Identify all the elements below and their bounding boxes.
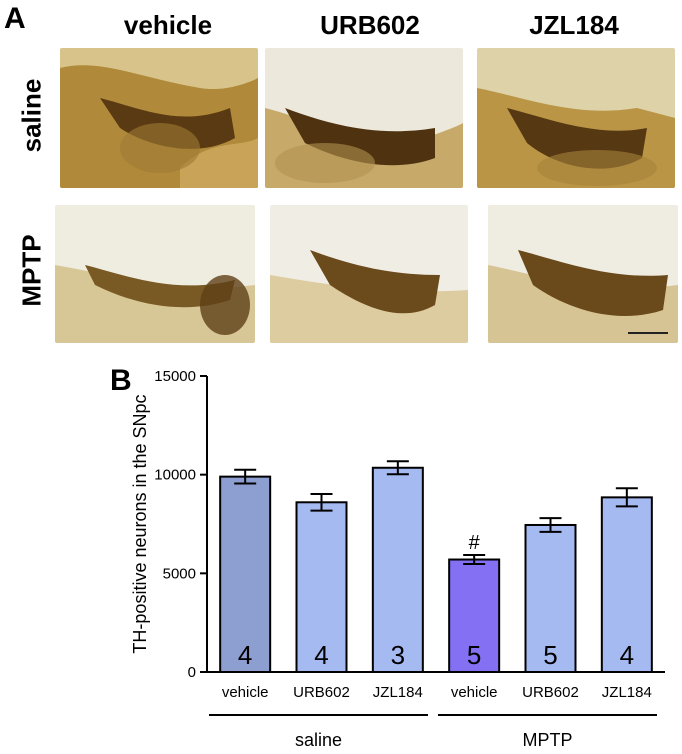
bar-5 <box>524 523 577 673</box>
row-header-saline: saline <box>16 78 47 153</box>
significance-annotation: # <box>469 532 481 554</box>
micrograph-mptp-jzl184 <box>488 205 678 343</box>
panel-b-label: B <box>110 364 132 397</box>
micrograph-saline-vehicle <box>60 48 258 188</box>
x-category-label: vehicle <box>451 684 498 701</box>
error-bar-4 <box>463 553 486 566</box>
bar-4 <box>448 558 501 674</box>
y-tick-label: 0 <box>188 664 196 681</box>
n-label-6: 4 <box>620 640 634 670</box>
y-axis-label: TH-positive neurons in the SNpc <box>130 394 150 653</box>
n-label-3: 3 <box>391 640 405 670</box>
error-bar-6 <box>615 487 638 508</box>
y-tick-label: 5000 <box>163 565 196 582</box>
micrograph-mptp-vehicle <box>55 205 255 343</box>
n-label-1: 4 <box>238 640 252 670</box>
n-label-5: 5 <box>543 640 557 670</box>
x-category-label: URB602 <box>293 684 350 701</box>
column-header-vehicle: vehicle <box>123 10 213 40</box>
group-label-MPTP: MPTP <box>522 730 572 750</box>
y-tick-label: 15000 <box>154 368 196 385</box>
column-header-jzl184: JZL184 <box>529 10 619 40</box>
micrograph-saline-jzl184 <box>477 48 675 188</box>
x-category-label: URB602 <box>522 684 579 701</box>
micrograph-mptp-urb602 <box>270 205 468 343</box>
row-header-mptp: MPTP <box>16 234 47 307</box>
n-label-2: 4 <box>314 640 328 670</box>
n-label-4: 5 <box>467 640 481 670</box>
x-category-label: vehicle <box>222 684 269 701</box>
group-label-saline: saline <box>295 730 342 750</box>
x-category-label: JZL184 <box>373 684 423 701</box>
bar-chart: TH-positive neurons in the SNpc 0 5000 100… <box>130 368 665 750</box>
x-category-label: JZL184 <box>602 684 652 701</box>
bar-6 <box>600 496 653 673</box>
y-tick-label: 10000 <box>154 467 196 484</box>
panel-a-label: A <box>4 2 26 35</box>
error-bar-1 <box>234 468 257 485</box>
error-bar-3 <box>386 460 409 476</box>
error-bar-5 <box>539 517 562 533</box>
micrograph-saline-urb602 <box>265 48 463 188</box>
error-bar-2 <box>310 493 333 512</box>
column-header-urb602: URB602 <box>320 10 420 40</box>
